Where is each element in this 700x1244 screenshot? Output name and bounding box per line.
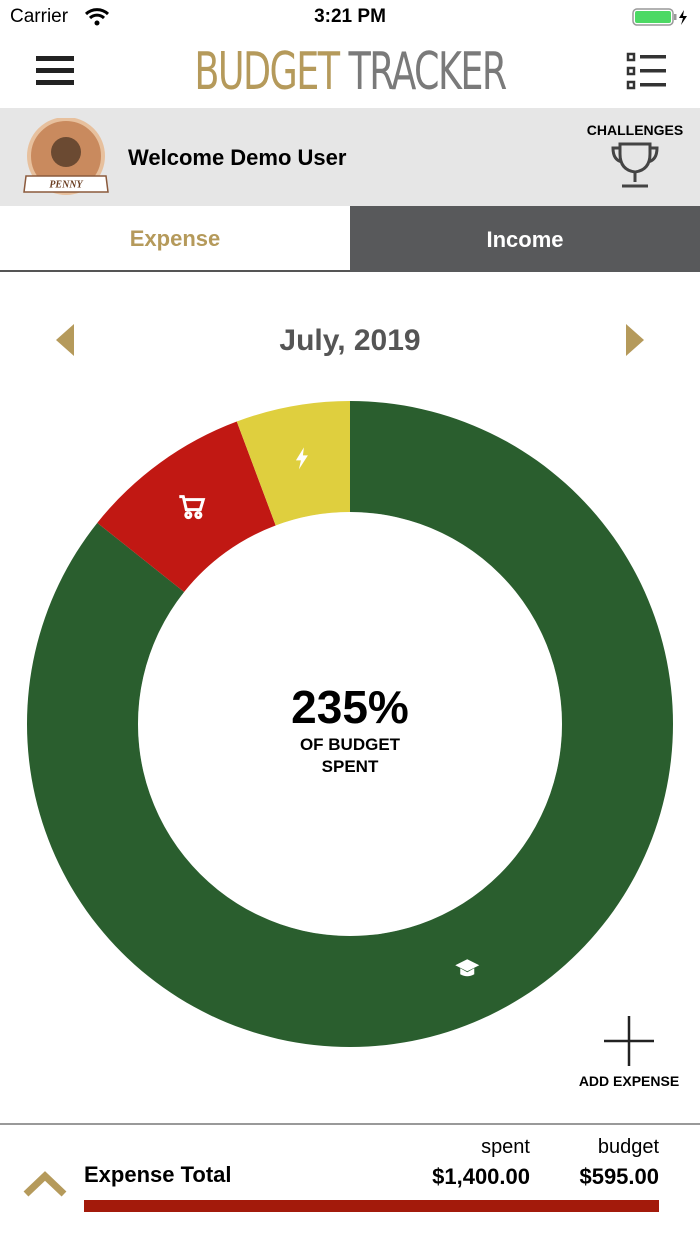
budget-label: budget bbox=[597, 1136, 659, 1158]
profile-bar bbox=[0, 108, 700, 206]
plus-icon bbox=[604, 1016, 654, 1066]
footer-divider bbox=[0, 1123, 700, 1125]
inner-ring bbox=[138, 512, 562, 936]
month-label: July, 2019 bbox=[279, 324, 421, 357]
center-label: OF BUDGET SPENT bbox=[299, 735, 401, 776]
donut-chart bbox=[27, 401, 673, 1047]
prev-month[interactable] bbox=[54, 322, 76, 358]
segment-icon bbox=[455, 959, 480, 977]
expand-button[interactable] bbox=[22, 1170, 68, 1198]
carrier: Carrier bbox=[10, 6, 69, 27]
list-button[interactable] bbox=[626, 52, 668, 90]
center-value: 235% bbox=[291, 681, 409, 733]
segment-icon bbox=[179, 495, 206, 520]
menu-button[interactable] bbox=[36, 54, 74, 88]
budget-amount: $595.00 bbox=[579, 1164, 659, 1189]
spent-amount: $1,400.00 bbox=[432, 1164, 530, 1189]
app-title: BUDGET TRACKER bbox=[77, 42, 623, 102]
badge-text: PENNY bbox=[49, 179, 83, 190]
tab-expense[interactable]: Expense bbox=[0, 206, 350, 272]
next-month[interactable] bbox=[624, 322, 646, 358]
avatar-badge: PENNY bbox=[23, 118, 109, 195]
tab-income[interactable]: Income bbox=[350, 206, 700, 272]
title-first: BUDGET bbox=[194, 42, 340, 102]
clock: 3:21 PM bbox=[314, 6, 386, 27]
segment-icon bbox=[295, 447, 308, 470]
challenges-button[interactable]: CHALLENGES bbox=[580, 122, 690, 198]
add-expense-button[interactable]: ADD EXPENSE bbox=[570, 1014, 688, 1089]
title-second: TRACKER bbox=[348, 42, 508, 102]
battery bbox=[632, 8, 687, 26]
footer-title: Expense Total bbox=[84, 1162, 232, 1187]
donut-segment bbox=[27, 401, 673, 1047]
welcome-text: Welcome Demo User bbox=[128, 145, 347, 170]
wifi-icon bbox=[84, 8, 110, 26]
spent-label: spent bbox=[481, 1136, 530, 1158]
trophy-icon bbox=[611, 142, 659, 188]
add-expense-label: ADD EXPENSE bbox=[578, 1073, 680, 1089]
progress-bar bbox=[84, 1200, 659, 1212]
challenges-label: CHALLENGES bbox=[586, 122, 684, 138]
donut-segment bbox=[236, 401, 350, 526]
